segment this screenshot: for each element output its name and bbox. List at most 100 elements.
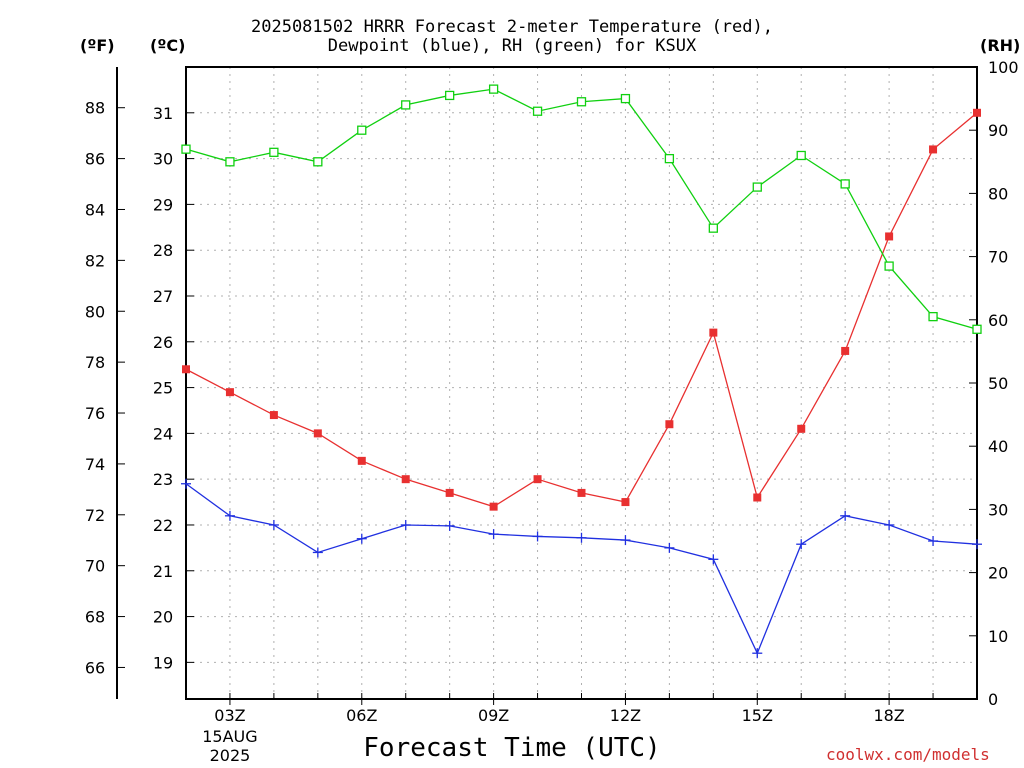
credit-link[interactable]: coolwx.com/models <box>826 745 990 764</box>
dewpoint-point <box>181 478 191 489</box>
celsius-tick-label: 30 <box>153 150 173 169</box>
dewpoint-series <box>181 478 982 659</box>
rh-point <box>445 90 455 101</box>
series-layer <box>181 84 982 659</box>
dewpoint-point <box>400 519 411 530</box>
fahrenheit-tick-label: 78 <box>85 353 105 372</box>
rh-point <box>401 100 411 110</box>
celsius-tick-label: 21 <box>153 562 173 581</box>
dewpoint-point <box>444 520 455 531</box>
temperature-point <box>929 145 938 154</box>
rh-point <box>269 147 279 157</box>
rh-point <box>752 182 762 192</box>
dewpoint-point <box>224 510 235 521</box>
rh-tick-label: 20 <box>988 564 1008 583</box>
rh-point <box>884 261 894 271</box>
celsius-tick-label: 20 <box>153 608 173 627</box>
temperature-point <box>269 411 278 420</box>
temperature-point <box>401 475 410 484</box>
temperature-point <box>225 388 234 397</box>
celsius-tick-label: 22 <box>153 516 173 535</box>
rh-point <box>313 157 323 167</box>
fahrenheit-tick-label: 70 <box>85 557 105 576</box>
temperature-point <box>621 498 630 507</box>
dewpoint-point <box>620 535 631 546</box>
rh-tick-label: 100 <box>988 58 1019 77</box>
rh-point <box>972 324 982 334</box>
rh-point <box>708 223 718 233</box>
rh-point <box>928 311 938 322</box>
rh-tick-label: 90 <box>988 121 1008 140</box>
rh-line <box>185 88 978 330</box>
rh-tick-label: 40 <box>988 437 1008 456</box>
dewpoint-point <box>928 536 939 546</box>
x-tick-label: 09Z <box>478 706 509 725</box>
rh-tick-label: 10 <box>988 627 1008 646</box>
dewpoint-point <box>752 648 763 659</box>
rh-series <box>181 84 982 334</box>
rh-point <box>357 125 367 135</box>
temperature-line <box>185 112 978 508</box>
rh-point <box>225 157 235 167</box>
temperature-point <box>665 420 674 429</box>
x-tick-label: 18Z <box>873 706 904 725</box>
rh-point <box>532 106 543 116</box>
rh-point <box>664 153 675 164</box>
rh-tick-label: 60 <box>988 311 1008 330</box>
dewpoint-point <box>532 531 543 542</box>
rh-tick-label: 80 <box>988 184 1008 203</box>
fahrenheit-tick-label: 84 <box>85 200 105 219</box>
temperature-point <box>841 346 850 355</box>
celsius-tick-label: 23 <box>153 470 173 489</box>
fahrenheit-tick-label: 86 <box>85 150 105 169</box>
rh-axis-unit: (RH) <box>980 36 1021 55</box>
temperature-series <box>182 108 981 511</box>
celsius-axis-unit: (ºC) <box>150 36 186 55</box>
rh-tick-label: 70 <box>988 248 1008 267</box>
temperature-point <box>489 502 498 511</box>
x-axis-label: Forecast Time (UTC) <box>363 733 661 763</box>
x-tick-sublabel: 15AUG <box>202 727 257 746</box>
dewpoint-point <box>488 529 499 540</box>
dewpoint-point <box>708 554 719 565</box>
temperature-point <box>357 456 366 465</box>
fahrenheit-tick-label: 68 <box>85 608 105 627</box>
fahrenheit-tick-label: 66 <box>85 658 105 677</box>
temperature-point <box>753 493 762 502</box>
dewpoint-point <box>356 533 367 544</box>
x-tick-label: 03Z <box>214 706 245 725</box>
temperature-point <box>313 429 322 438</box>
rh-tick-label: 0 <box>988 690 998 709</box>
fahrenheit-tick-label: 88 <box>85 99 105 118</box>
celsius-tick-label: 29 <box>153 195 173 214</box>
dewpoint-point <box>972 539 982 550</box>
chart-title-line-1: 2025081502 HRRR Forecast 2-meter Tempera… <box>251 17 773 37</box>
celsius-tick-label: 19 <box>153 653 173 672</box>
x-tick-sublabel: 2025 <box>210 746 251 765</box>
dewpoint-point <box>664 542 675 553</box>
temperature-point <box>709 328 718 337</box>
dewpoint-point <box>312 547 323 558</box>
dewpoint-point <box>840 510 851 521</box>
temperature-point <box>577 488 586 497</box>
axes: 19 20 21 22 23 24 25 26 27 28 29 30 31 66 68 70 72 74 76 78… <box>85 58 1019 765</box>
celsius-tick-label: 31 <box>153 104 173 123</box>
celsius-tick-label: 28 <box>153 241 173 260</box>
fahrenheit-tick-label: 80 <box>85 302 105 321</box>
rh-point <box>840 179 850 189</box>
temperature-point <box>445 488 454 497</box>
celsius-tick-label: 27 <box>153 287 173 306</box>
x-tick-label: 15Z <box>742 706 773 725</box>
celsius-tick-label: 25 <box>153 379 173 398</box>
chart-title-line-2: Dewpoint (blue), RH (green) for KSUX <box>327 36 697 56</box>
grid-lines <box>185 67 978 699</box>
dewpoint-point <box>884 519 895 530</box>
temperature-point <box>533 475 542 484</box>
fahrenheit-tick-label: 72 <box>85 506 105 525</box>
rh-tick-label: 30 <box>988 500 1008 519</box>
fahrenheit-tick-label: 74 <box>85 455 105 474</box>
fahrenheit-tick-label: 82 <box>85 251 105 270</box>
celsius-tick-label: 26 <box>153 333 173 352</box>
dewpoint-point <box>268 519 279 530</box>
